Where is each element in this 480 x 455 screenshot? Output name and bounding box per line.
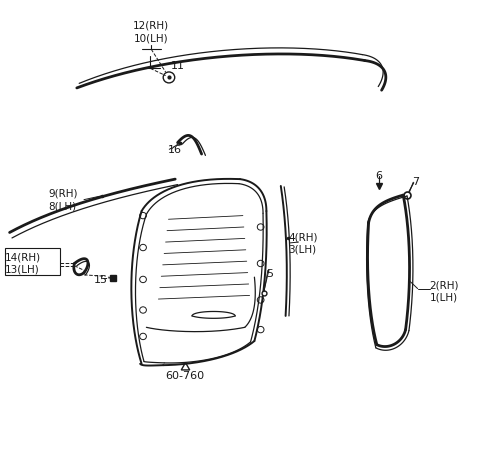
Text: 11: 11 [170, 61, 184, 71]
Text: 1(LH): 1(LH) [430, 292, 458, 302]
Text: 10(LH): 10(LH) [134, 34, 168, 44]
Text: 2(RH): 2(RH) [430, 279, 459, 289]
Text: 3(LH): 3(LH) [288, 244, 316, 254]
Text: 15: 15 [94, 275, 108, 285]
Text: 9(RH): 9(RH) [48, 188, 77, 198]
Text: 4(RH): 4(RH) [288, 232, 317, 242]
Text: 16: 16 [168, 145, 182, 155]
Text: 7: 7 [412, 177, 419, 187]
Text: 5: 5 [266, 268, 274, 278]
Text: 60-760: 60-760 [165, 370, 204, 380]
Text: 6: 6 [376, 170, 383, 180]
Text: 14(RH): 14(RH) [5, 252, 41, 262]
Text: 12(RH): 12(RH) [133, 20, 169, 30]
Text: 8(LH): 8(LH) [48, 201, 76, 211]
Text: 13(LH): 13(LH) [5, 264, 39, 274]
